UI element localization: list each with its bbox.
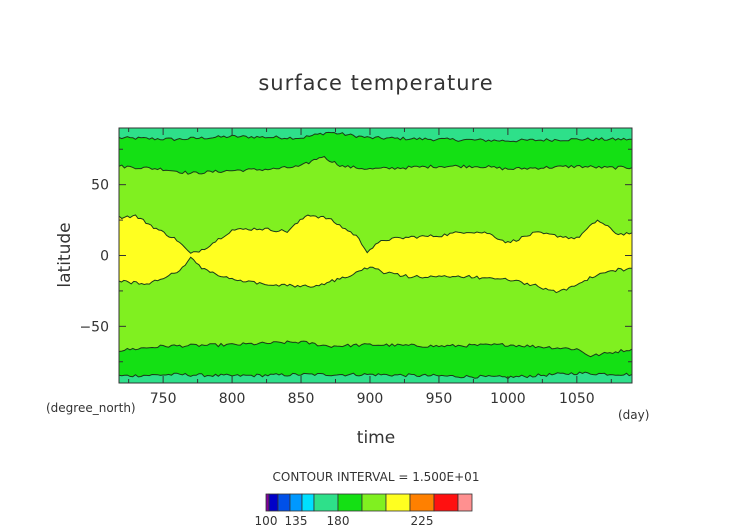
y-tick-label--50: −50: [79, 319, 109, 335]
y-axis-label: latitude: [55, 222, 75, 287]
x-axis: 750 800 850 900 950 1000 1050: [128, 128, 612, 407]
colorbar-swatch-8: [385, 493, 411, 512]
contour-interval-label: CONTOUR INTERVAL = 1.500E+01: [273, 470, 480, 484]
colorbar-swatch-3: [289, 493, 303, 512]
colorbar-swatch-10: [433, 493, 459, 512]
x-tick-label-800: 800: [219, 391, 246, 407]
colorbar-swatch-0: [265, 493, 270, 512]
x-tick-label-750: 750: [150, 391, 177, 407]
contour-line-180-south: [119, 371, 632, 380]
y-tick-label-50: 50: [91, 178, 109, 194]
x-tick-label-1050: 1050: [559, 391, 595, 407]
colorbar-swatch-11: [457, 493, 473, 512]
x-tick-label-900: 900: [357, 391, 384, 407]
contour-line-180-north: [119, 131, 632, 143]
colorbar-swatch-1: [268, 493, 279, 512]
x-tick-label-1000: 1000: [490, 391, 526, 407]
colorbar-swatch-7: [361, 493, 387, 512]
chart-title: surface temperature: [258, 71, 493, 95]
contour-line-195-south: [119, 340, 632, 358]
plot-area: [119, 128, 632, 383]
colorbar-swatch-6: [337, 493, 363, 512]
x-axis-label: time: [357, 428, 395, 448]
y-axis: 50 0 −50: [79, 148, 632, 363]
colorbar-swatch-5: [313, 493, 339, 512]
colorbar-swatch-2: [277, 493, 291, 512]
x-units-label: (day): [618, 408, 649, 422]
contour-line-195-north: [119, 155, 632, 175]
colorbar-swatch-9: [409, 493, 435, 512]
colorbar-label-135: 135: [285, 514, 308, 528]
colorbar: 100 135 180 225: [255, 493, 473, 528]
y-tick-label-0: 0: [100, 249, 109, 265]
band-210-225: [119, 215, 632, 293]
colorbar-label-225: 225: [411, 514, 434, 528]
x-tick-label-950: 950: [426, 391, 453, 407]
colorbar-label-100: 100: [255, 514, 278, 528]
colorbar-label-180: 180: [327, 514, 350, 528]
colorbar-swatch-4: [301, 493, 315, 512]
x-tick-label-850: 850: [288, 391, 315, 407]
contour-line-210: [119, 214, 632, 294]
y-units-label: (degree_north): [46, 401, 136, 415]
